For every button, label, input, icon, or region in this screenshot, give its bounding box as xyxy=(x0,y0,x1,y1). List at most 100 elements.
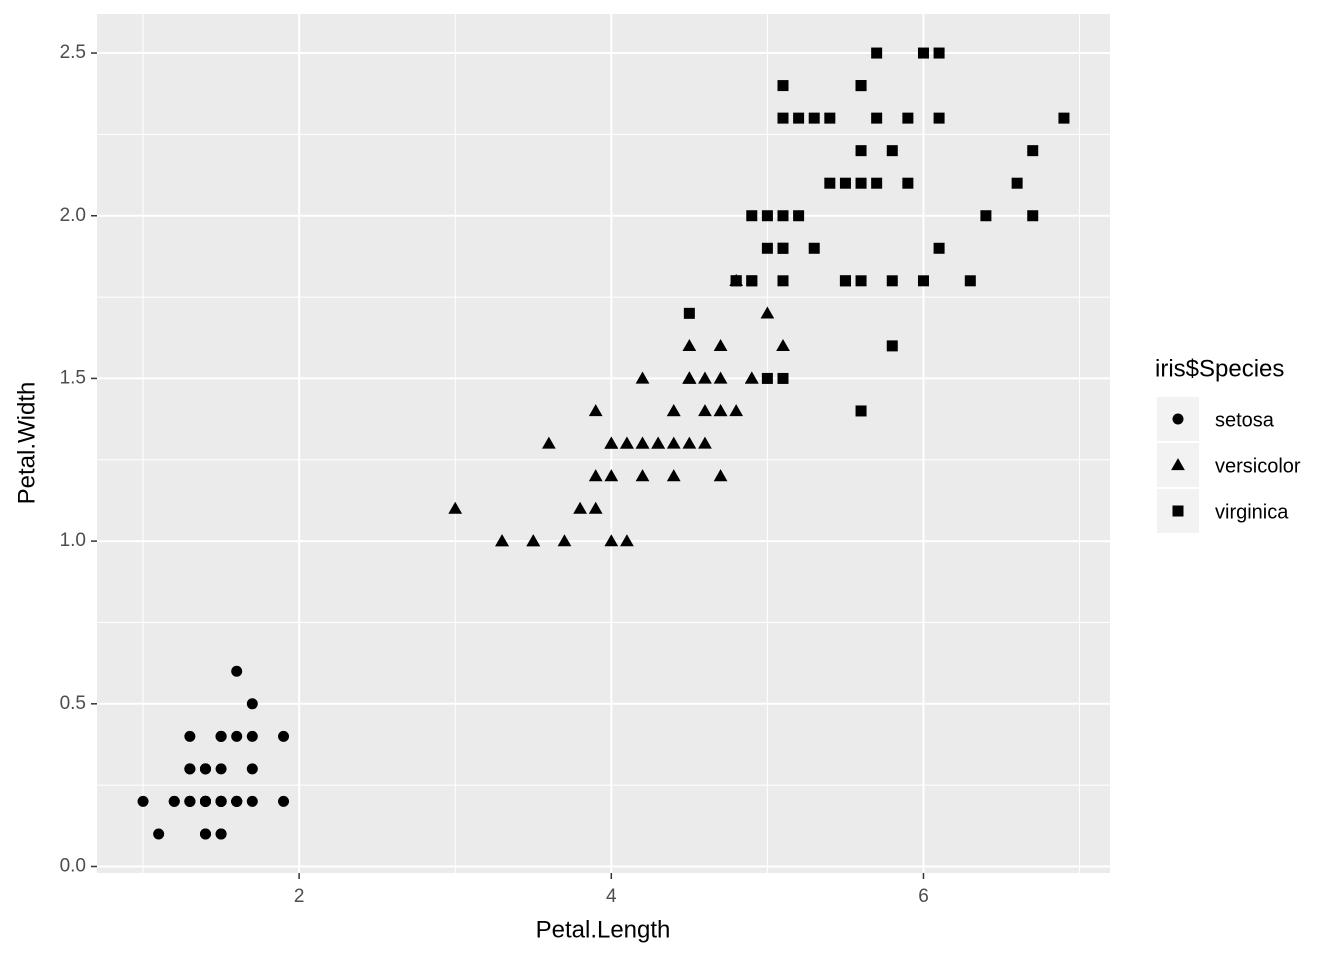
point xyxy=(278,795,290,807)
point xyxy=(886,145,898,157)
point xyxy=(871,177,883,189)
point xyxy=(199,763,211,775)
point xyxy=(980,210,992,222)
point xyxy=(744,371,759,384)
point xyxy=(666,469,681,482)
point xyxy=(588,469,603,482)
point xyxy=(1058,112,1070,124)
point xyxy=(713,371,728,384)
point xyxy=(604,469,619,482)
point xyxy=(839,275,851,287)
point xyxy=(184,795,196,807)
legend-symbol xyxy=(1171,458,1185,471)
point xyxy=(761,372,773,384)
y-tick-label: 2.5 xyxy=(60,42,86,63)
point xyxy=(620,534,634,547)
point xyxy=(698,404,712,417)
point xyxy=(246,698,258,710)
point xyxy=(588,404,603,417)
point xyxy=(683,307,695,319)
point xyxy=(761,242,773,254)
point xyxy=(808,112,820,124)
point xyxy=(1027,145,1039,157)
point xyxy=(153,828,165,840)
legend-symbol xyxy=(1172,413,1184,425)
point xyxy=(682,436,697,449)
point xyxy=(541,436,556,449)
point xyxy=(902,177,914,189)
point xyxy=(604,436,619,449)
x-tick-label: 6 xyxy=(918,886,929,907)
y-axis-title: Petal.Width xyxy=(13,382,40,505)
point xyxy=(588,501,603,514)
point xyxy=(777,242,789,254)
point xyxy=(793,210,805,222)
point xyxy=(604,534,619,547)
point xyxy=(793,112,805,124)
point xyxy=(137,795,149,807)
point xyxy=(199,828,211,840)
point xyxy=(698,436,712,449)
point xyxy=(215,730,227,742)
y-tick-label: 0.0 xyxy=(60,856,86,877)
point xyxy=(964,275,976,287)
point xyxy=(886,275,898,287)
x-axis-title: Petal.Length xyxy=(536,916,671,943)
point xyxy=(777,80,789,92)
point xyxy=(278,730,290,742)
point xyxy=(635,371,650,384)
legend-title: iris$Species xyxy=(1155,355,1284,382)
point xyxy=(448,501,463,514)
point xyxy=(776,339,790,352)
point xyxy=(231,665,243,677)
y-tick-label: 0.5 xyxy=(60,693,86,714)
point xyxy=(855,405,867,417)
point xyxy=(1027,210,1039,222)
point xyxy=(933,112,945,124)
point xyxy=(761,210,773,222)
point xyxy=(635,436,650,449)
point xyxy=(746,275,758,287)
point xyxy=(682,371,697,384)
point xyxy=(168,795,180,807)
point xyxy=(713,404,728,417)
point xyxy=(246,763,258,775)
point xyxy=(824,112,836,124)
point xyxy=(917,275,929,287)
point xyxy=(902,112,914,124)
point xyxy=(1011,177,1023,189)
point xyxy=(824,177,836,189)
y-tick-label: 1.0 xyxy=(60,530,86,551)
point xyxy=(729,404,744,417)
point xyxy=(557,534,572,547)
point xyxy=(495,534,509,547)
legend-label: versicolor xyxy=(1215,455,1301,477)
point xyxy=(698,371,712,384)
point xyxy=(933,47,945,59)
point xyxy=(666,404,681,417)
x-tick-label: 4 xyxy=(606,886,617,907)
legend-label: setosa xyxy=(1215,409,1275,431)
point xyxy=(808,242,820,254)
point xyxy=(886,340,898,352)
point xyxy=(215,795,227,807)
point xyxy=(933,242,945,254)
point xyxy=(760,306,775,319)
point xyxy=(620,436,634,449)
point xyxy=(713,469,728,482)
point xyxy=(777,372,789,384)
point xyxy=(839,177,851,189)
point xyxy=(215,763,227,775)
point xyxy=(246,795,258,807)
point xyxy=(651,436,666,449)
point xyxy=(246,730,258,742)
point xyxy=(184,763,196,775)
y-tick-label: 2.0 xyxy=(60,205,86,226)
point xyxy=(855,275,867,287)
point xyxy=(215,828,227,840)
point xyxy=(635,469,650,482)
x-tick-label: 2 xyxy=(294,886,305,907)
point xyxy=(777,210,789,222)
point xyxy=(199,795,211,807)
